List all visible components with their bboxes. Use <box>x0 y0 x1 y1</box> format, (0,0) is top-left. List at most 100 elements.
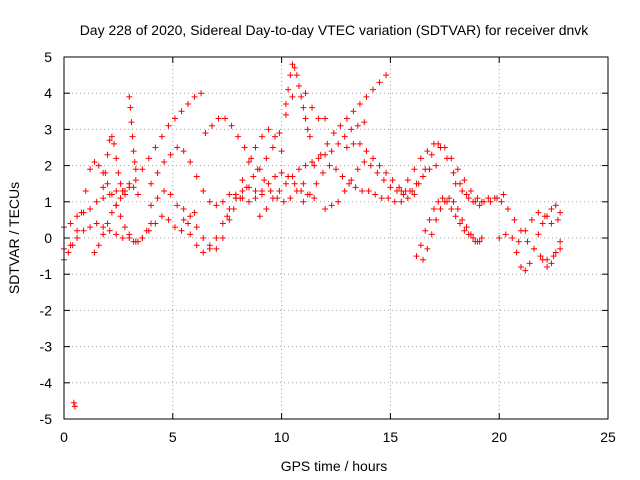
data-point <box>526 260 533 267</box>
data-point <box>450 198 457 205</box>
data-point <box>80 227 87 234</box>
y-tick-label: 1 <box>44 194 52 210</box>
data-point <box>424 245 431 252</box>
data-point <box>282 180 289 187</box>
data-point <box>272 133 279 140</box>
data-point <box>417 155 424 162</box>
data-point <box>287 72 294 79</box>
data-point <box>356 140 363 147</box>
data-point <box>404 195 411 202</box>
data-point <box>535 231 542 238</box>
data-point <box>306 133 313 140</box>
data-point <box>278 148 285 155</box>
data-point <box>426 216 433 223</box>
data-point <box>367 162 374 169</box>
data-point <box>515 238 522 245</box>
data-point <box>433 162 440 169</box>
data-point <box>245 198 252 205</box>
data-point <box>317 151 324 158</box>
data-point <box>537 253 544 260</box>
series-trace-20 <box>420 195 483 263</box>
data-point <box>376 79 383 86</box>
data-point <box>171 224 178 231</box>
series-trace-23 <box>513 202 564 274</box>
data-point <box>154 195 161 202</box>
data-point <box>106 227 113 234</box>
series-trace-14 <box>311 72 390 169</box>
data-point <box>302 115 309 122</box>
data-point <box>348 177 355 184</box>
data-point <box>148 180 155 187</box>
data-point <box>378 195 385 202</box>
data-point <box>437 206 444 213</box>
data-point <box>213 235 220 241</box>
data-point <box>415 180 422 187</box>
data-point <box>550 253 557 260</box>
series-trace-13 <box>256 119 368 220</box>
data-point <box>293 72 300 79</box>
data-point <box>252 144 259 151</box>
data-point <box>361 158 368 165</box>
series-trace-18 <box>398 140 483 209</box>
data-point <box>467 231 474 238</box>
data-point <box>454 206 461 213</box>
data-point <box>108 209 115 216</box>
data-point <box>500 191 507 198</box>
x-tick-label: 20 <box>491 429 507 445</box>
data-point <box>452 180 459 187</box>
series-trace-8 <box>148 184 266 256</box>
data-point <box>539 220 546 227</box>
data-point <box>411 166 418 173</box>
data-points <box>61 61 564 410</box>
y-axis-label: SDTVAR / TECUs <box>6 182 22 294</box>
data-point <box>330 130 337 137</box>
data-point <box>322 115 329 122</box>
data-point <box>343 115 350 122</box>
data-point <box>354 122 361 129</box>
data-point <box>319 169 326 176</box>
data-point <box>222 115 229 122</box>
data-point <box>93 220 100 227</box>
data-point <box>95 242 102 249</box>
data-point <box>428 151 435 158</box>
data-point <box>557 209 564 216</box>
data-point <box>154 169 161 176</box>
data-point <box>178 108 185 115</box>
data-point <box>70 399 77 406</box>
data-point <box>245 158 252 165</box>
data-point <box>341 187 348 194</box>
data-point <box>356 101 363 108</box>
data-point <box>435 198 442 205</box>
data-point <box>261 177 268 184</box>
data-point <box>478 198 485 205</box>
data-point <box>485 195 492 202</box>
data-point <box>171 115 178 122</box>
data-point <box>65 249 72 256</box>
data-point <box>446 195 453 202</box>
data-point <box>491 195 498 202</box>
data-point <box>263 155 270 162</box>
data-point <box>496 235 503 241</box>
data-point <box>302 90 309 97</box>
data-point <box>167 151 174 158</box>
data-point <box>293 187 300 194</box>
data-point <box>315 155 322 162</box>
data-point <box>441 198 448 205</box>
data-point <box>139 235 146 241</box>
data-point <box>248 155 255 162</box>
data-point <box>420 256 427 263</box>
data-point <box>430 206 437 213</box>
data-point <box>524 238 531 245</box>
data-point <box>239 187 246 194</box>
series-outlier <box>70 399 78 410</box>
data-point <box>289 93 296 100</box>
data-point <box>315 115 322 122</box>
data-point <box>380 177 387 184</box>
data-point <box>87 166 94 173</box>
data-point <box>383 169 390 176</box>
data-point <box>113 202 120 209</box>
data-point <box>544 263 551 270</box>
data-point <box>459 187 466 194</box>
data-point <box>180 206 187 213</box>
